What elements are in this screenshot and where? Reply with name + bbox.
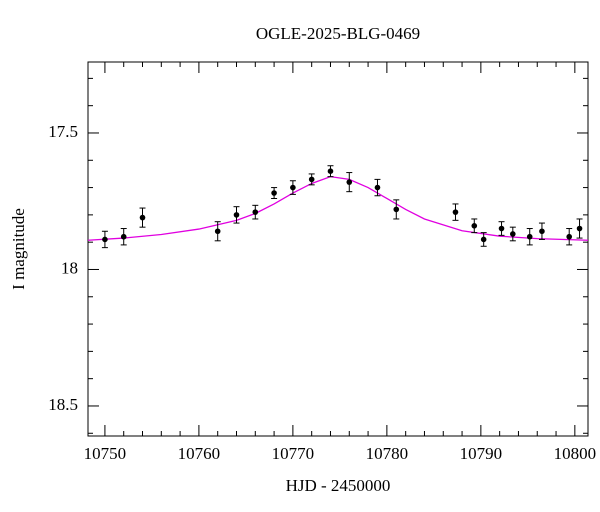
data-point	[290, 184, 296, 191]
data-point	[393, 206, 400, 213]
x-tick-label: 10760	[178, 444, 221, 463]
data-point	[566, 233, 573, 240]
data-point	[374, 184, 381, 191]
data-point	[526, 233, 533, 240]
data-point	[271, 190, 277, 196]
data-point	[214, 228, 221, 235]
x-tick-label: 10750	[84, 444, 127, 463]
x-tick-label: 10800	[554, 444, 597, 463]
data-point	[510, 231, 516, 237]
data-point	[120, 233, 127, 240]
data-point	[308, 176, 315, 183]
y-axis-label: I magnitude	[9, 208, 28, 290]
data-point	[539, 228, 545, 235]
y-tick-label: 18.5	[48, 395, 78, 414]
data-point	[139, 214, 146, 221]
data-point	[452, 209, 459, 215]
x-tick-label: 10790	[460, 444, 503, 463]
data-point	[346, 179, 353, 185]
x-tick-label: 10770	[272, 444, 315, 463]
x-tick-label: 10780	[366, 444, 409, 463]
data-point	[480, 236, 487, 243]
data-point	[576, 225, 583, 232]
x-axis-label: HJD - 2450000	[286, 476, 391, 495]
data-point	[498, 225, 505, 232]
data-point	[252, 209, 259, 215]
y-tick-label: 17.5	[48, 122, 78, 141]
chart-title: OGLE-2025-BLG-0469	[256, 24, 420, 43]
data-point	[471, 222, 478, 229]
data-point	[102, 236, 108, 243]
y-tick-label: 18	[61, 258, 78, 277]
plot-frame	[87, 61, 589, 437]
data-point	[327, 168, 334, 174]
data-point	[233, 212, 240, 218]
